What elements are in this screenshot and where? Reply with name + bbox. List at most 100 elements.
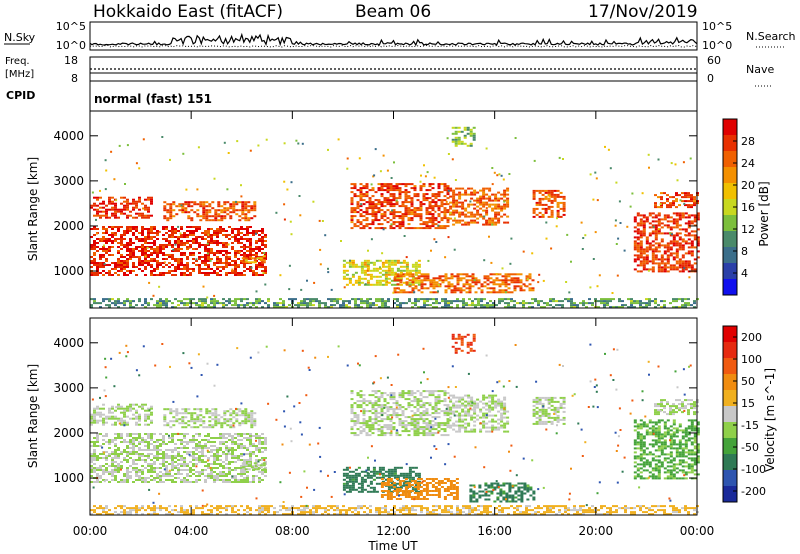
heatmap-cell (144, 246, 147, 248)
heatmap-cell (105, 467, 108, 469)
heatmap-cell (207, 306, 210, 309)
heatmap-cell (419, 217, 423, 220)
heatmap-cell (675, 200, 678, 203)
heatmap-cell (693, 268, 697, 271)
heatmap-cell (159, 445, 162, 447)
heatmap-cell (135, 212, 138, 215)
heatmap-cell (247, 261, 251, 264)
heatmap-cell (156, 439, 159, 441)
heatmap-cell (255, 290, 258, 293)
heatmap-cell (690, 304, 693, 307)
heatmap-cell (216, 300, 219, 303)
heatmap-cell (132, 443, 135, 445)
heatmap-cell (147, 198, 150, 201)
heatmap-cell (138, 250, 141, 252)
heatmap-cell (303, 298, 306, 301)
heatmap-cell (549, 304, 552, 307)
heatmap-cell (645, 240, 649, 243)
heatmap-cell (389, 406, 393, 409)
heatmap-cell (604, 145, 606, 148)
heatmap-cell (253, 420, 257, 423)
heatmap-cell (395, 402, 399, 405)
heatmap-cell (416, 195, 420, 198)
heatmap-cell (252, 469, 255, 471)
heatmap-cell (546, 304, 549, 307)
heatmap-cell (177, 242, 180, 244)
heatmap-cell (187, 211, 191, 214)
heatmap-cell (189, 234, 192, 236)
heatmap-cell (216, 268, 219, 270)
heatmap-cell (181, 418, 185, 421)
heatmap-cell (179, 232, 182, 235)
heatmap-cell (477, 304, 480, 307)
heatmap-cell (201, 238, 204, 240)
heatmap-cell (115, 199, 118, 202)
heatmap-cell (395, 225, 399, 228)
heatmap-cell (393, 161, 395, 164)
heatmap-cell (183, 298, 186, 301)
heatmap-cell (216, 242, 219, 244)
heatmap-cell (180, 479, 183, 481)
heatmap-cell (477, 287, 481, 290)
heatmap-cell (120, 479, 123, 481)
heatmap-cell (626, 225, 629, 228)
heatmap-cell (244, 414, 248, 417)
heatmap-cell (545, 221, 548, 224)
heatmap-cell (216, 234, 219, 236)
heatmap-cell (246, 250, 249, 252)
heatmap-cell (482, 187, 486, 190)
heatmap-cell (183, 232, 186, 234)
heatmap-cell (231, 443, 234, 445)
heatmap-cell (648, 214, 652, 217)
freq-label: Freq. (5, 56, 30, 67)
heatmap-cell (147, 453, 150, 455)
heatmap-cell (168, 441, 171, 443)
heatmap-cell (246, 304, 249, 307)
heatmap-cell (114, 465, 117, 467)
heatmap-cell (396, 259, 400, 262)
heatmap-cell (351, 298, 354, 301)
heatmap-cell (392, 203, 396, 206)
heatmap-cell (504, 306, 507, 309)
heatmap-cell (189, 254, 192, 256)
heatmap-cell (377, 211, 381, 214)
heatmap-cell (126, 202, 129, 205)
heatmap-cell (425, 213, 429, 216)
heatmap-cell (446, 211, 450, 214)
heatmap-cell (453, 275, 457, 278)
heatmap-cell (432, 306, 435, 309)
heatmap-cell (99, 413, 102, 416)
heatmap-cell (297, 306, 300, 309)
heatmap-cell (204, 264, 207, 266)
heatmap-cell (234, 264, 237, 266)
heatmap-cell (208, 412, 212, 415)
heatmap-cell (362, 193, 366, 196)
heatmap-cell (651, 260, 655, 263)
heatmap-cell (240, 475, 243, 477)
heatmap-cell (126, 204, 129, 207)
heatmap-cell (398, 420, 402, 423)
heatmap-cell (163, 408, 167, 411)
heatmap-cell (96, 262, 99, 264)
heatmap-cell (132, 262, 135, 264)
heatmap-cell (204, 306, 207, 309)
heatmap-cell (383, 434, 387, 437)
heatmap-cell (177, 238, 180, 240)
heatmap-cell (255, 302, 258, 305)
heatmap-cell (420, 285, 424, 288)
heatmap-cell (258, 449, 261, 451)
heatmap-cell (443, 215, 447, 218)
heatmap-cell (195, 236, 198, 238)
heatmap-cell (216, 459, 219, 461)
heatmap-cell (690, 200, 693, 203)
heatmap-cell (99, 206, 102, 209)
heatmap-cell (162, 459, 165, 461)
heatmap-cell (111, 262, 114, 264)
heatmap-cell (342, 277, 346, 280)
heatmap-cell (120, 405, 123, 408)
heatmap-cell (123, 419, 126, 422)
heatmap-cell (201, 244, 204, 246)
heatmap-cell (684, 268, 688, 271)
heatmap-cell (381, 302, 384, 305)
heatmap-cell (452, 209, 456, 212)
